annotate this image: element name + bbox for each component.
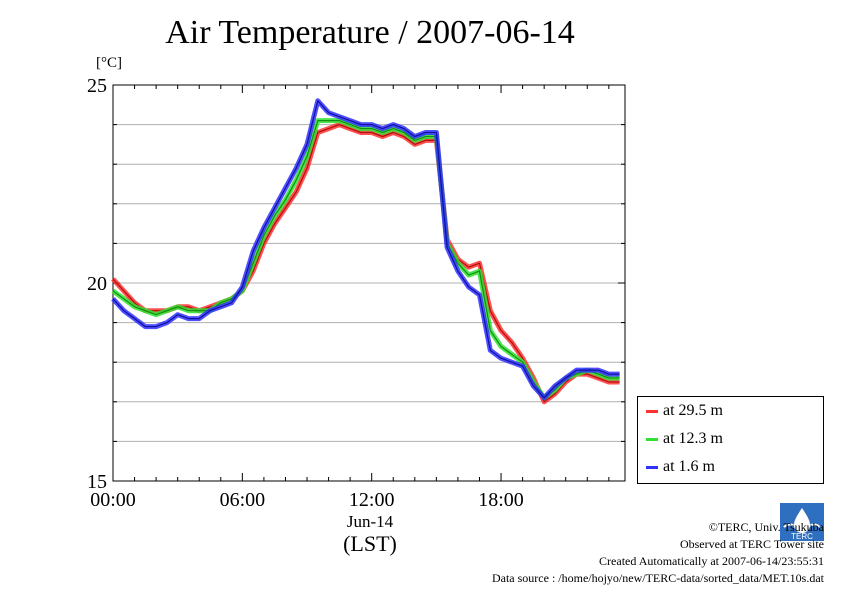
terc-logo-icon: TERC [780,503,824,541]
series-line-band-0 [111,122,620,405]
legend-swatch-12m [646,437,658,441]
legend-item-29m: at 29.5 m [646,401,723,421]
legend-item-12m: at 12.3 m [646,429,723,449]
chart-title: Air Temperature / 2007-06-14 [165,14,575,51]
series-line-0 [112,123,620,403]
legend-label-29m: at 29.5 m [663,402,723,419]
y-axis-unit: [°C] [96,55,122,71]
x-tick-label: 12:00 [349,489,395,511]
legend-swatch-1m [646,465,658,469]
legend-swatch-29m [646,409,658,413]
x-axis-timezone-label: (LST) [343,531,397,556]
x-axis-date-label: Jun-14 [346,512,394,531]
series-line-band-2 [111,98,620,401]
legend-label-12m: at 12.3 m [663,430,723,447]
series-line-1 [112,119,620,399]
credit-created: Created Automatically at 2007-06-14/23:5… [599,554,824,568]
legend: at 29.5 m at 12.3 m at 1.6 m [637,396,824,484]
y-tick-label: 25 [87,75,107,97]
series-line-band-1 [111,118,620,401]
legend-label-1m: at 1.6 m [663,458,715,475]
legend-item-1m: at 1.6 m [646,457,715,477]
credit-source: Data source : /home/hojyo/new/TERC-data/… [491,571,824,585]
y-tick-label: 15 [87,471,107,493]
series-line-2 [112,100,620,399]
credits: ©TERC, Univ. Tsukuba Observed at TERC To… [492,519,824,587]
credit-copyright: ©TERC, Univ. Tsukuba [708,520,824,534]
credit-site: Observed at TERC Tower site [679,537,824,551]
x-tick-label: 00:00 [90,489,136,511]
logo-text: TERC [791,532,813,541]
x-tick-label: 18:00 [478,489,524,511]
y-tick-label: 20 [87,273,107,295]
x-tick-label: 06:00 [220,489,266,511]
